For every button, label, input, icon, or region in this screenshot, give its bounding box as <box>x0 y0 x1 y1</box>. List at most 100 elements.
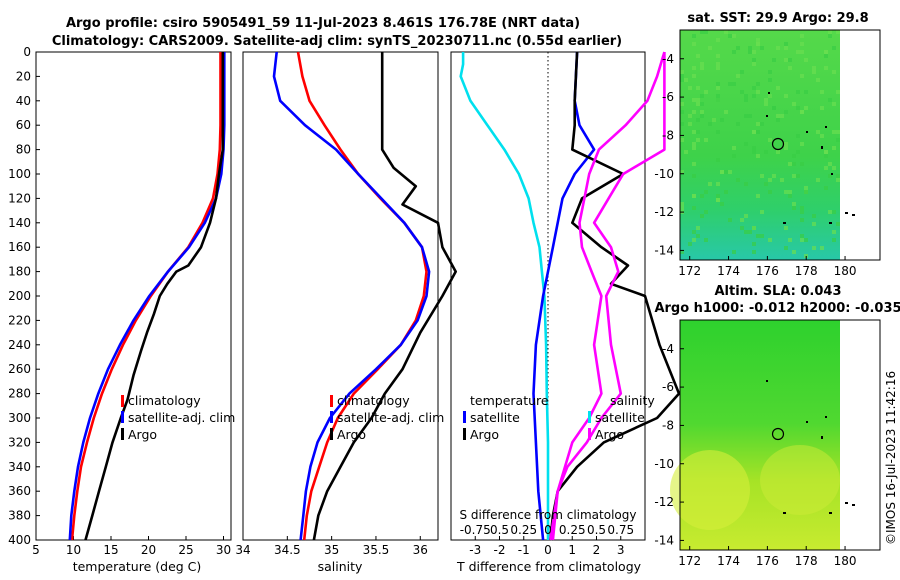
sst-pixel <box>752 86 756 90</box>
map-y-tick-label: -12 <box>654 495 674 509</box>
sst-pixel <box>680 122 684 126</box>
x-tick-label: 15 <box>103 543 118 557</box>
sst-pixel <box>696 98 700 102</box>
map-x-tick-label: 174 <box>717 264 740 278</box>
legend-title-temperature: temperature <box>470 393 549 408</box>
x-tick-label: 1 <box>568 543 576 557</box>
y-tick-label: 160 <box>8 240 31 254</box>
sla-map-title-line1: Altim. SLA: 0.043 <box>715 284 842 299</box>
sst-pixel <box>776 114 780 118</box>
sst-pixel <box>768 70 772 74</box>
sst-pixel <box>744 94 748 98</box>
legend-swatch-temp-satellite <box>463 411 466 423</box>
sst-pixel <box>716 62 720 66</box>
y-tick-label: 60 <box>16 118 31 132</box>
sst-pixel <box>760 122 764 126</box>
s-diff-tick-label: 0.25 <box>559 523 586 537</box>
s-diff-tick-label: 0.5 <box>490 523 509 537</box>
map-x-tick-label: 176 <box>756 554 779 568</box>
sst-pixel <box>820 134 824 138</box>
sst-pixel <box>732 250 736 254</box>
island-dot <box>783 222 786 224</box>
map-x-tick-label: 180 <box>834 554 857 568</box>
legend-swatch-sal-satellite <box>588 411 591 423</box>
sst-pixel <box>792 202 796 206</box>
sst-pixel <box>760 174 764 178</box>
sst-argo-location-marker <box>771 137 785 151</box>
legend-title-salinity: salinity <box>610 393 655 408</box>
sst-pixel <box>760 210 764 214</box>
sst-pixel <box>756 154 760 158</box>
series-line-climatology <box>296 51 428 541</box>
sst-pixel <box>812 222 816 226</box>
y-tick-label: 300 <box>8 411 31 425</box>
sla-map-frame <box>679 319 881 551</box>
salinity-xlabel: salinity <box>318 559 363 574</box>
sst-pixel <box>804 238 808 242</box>
sst-pixel <box>780 114 784 118</box>
sst-pixel <box>712 118 716 122</box>
sst-pixel <box>836 178 840 182</box>
series-line-s-satellite <box>549 51 666 541</box>
sst-pixel <box>792 154 796 158</box>
sst-pixel <box>832 238 836 242</box>
sst-pixel <box>692 34 696 38</box>
sst-pixel <box>800 206 804 210</box>
y-tick-label: 220 <box>8 313 31 327</box>
sst-pixel <box>692 146 696 150</box>
sst-pixel <box>716 94 720 98</box>
map-y-tick-label: -10 <box>654 457 674 471</box>
sst-pixel <box>696 54 700 58</box>
sst-pixel <box>752 242 756 246</box>
series-line-s-argo <box>551 52 666 541</box>
sst-pixel <box>724 170 728 174</box>
x-tick-label: 25 <box>178 543 193 557</box>
sst-pixel <box>700 30 704 34</box>
legend-label-temp-satellite: satellite <box>470 410 520 425</box>
sst-pixel <box>800 210 804 214</box>
sst-pixel <box>760 46 764 50</box>
sst-pixel <box>824 66 828 70</box>
sst-pixel <box>784 146 788 150</box>
sst-map-frame <box>679 29 881 261</box>
x-tick-label: -2 <box>494 543 506 557</box>
x-tick-label: 0 <box>544 543 552 557</box>
sst-pixel <box>804 190 808 194</box>
sst-pixel <box>696 130 700 134</box>
s-diff-tick-label: 0.75 <box>607 523 634 537</box>
series-line-argo <box>84 52 225 541</box>
sst-pixel <box>704 90 708 94</box>
sst-pixel <box>776 118 780 122</box>
sst-pixel <box>832 46 836 50</box>
sst-pixel <box>828 34 832 38</box>
y-tick-label: 0 <box>23 45 31 59</box>
map-x-tick-label: 172 <box>678 264 701 278</box>
sst-pixel <box>692 238 696 242</box>
s-diff-tick-label: 0.25 <box>510 523 537 537</box>
sst-pixel <box>716 54 720 58</box>
series-line-t-argo-clim-satellite-line- <box>532 51 596 541</box>
legend-swatch-sal-argo <box>588 428 591 440</box>
sst-pixel <box>696 86 700 90</box>
sst-pixel <box>692 162 696 166</box>
y-tick-label: 280 <box>8 387 31 401</box>
sla-map-title-line2: Argo h1000: -0.012 h2000: -0.035 <box>654 301 900 316</box>
sst-pixel <box>828 162 832 166</box>
island-dot <box>845 212 848 214</box>
sst-pixel <box>772 106 776 110</box>
sst-pixel <box>792 206 796 210</box>
x-tick-label: 10 <box>66 543 81 557</box>
sst-pixel <box>796 90 800 94</box>
x-tick-label: 36 <box>413 543 428 557</box>
sst-pixel <box>800 50 804 54</box>
legend-label-argo: Argo <box>128 427 157 442</box>
sst-pixel <box>716 182 720 186</box>
sst-pixel <box>772 58 776 62</box>
sst-pixel <box>692 66 696 70</box>
salinity-legend: climatology satellite-adj. clim Argo <box>330 393 444 442</box>
island-dot <box>831 173 833 175</box>
sst-pixel <box>776 46 780 50</box>
sst-pixel <box>716 98 720 102</box>
sst-pixel <box>792 102 796 106</box>
